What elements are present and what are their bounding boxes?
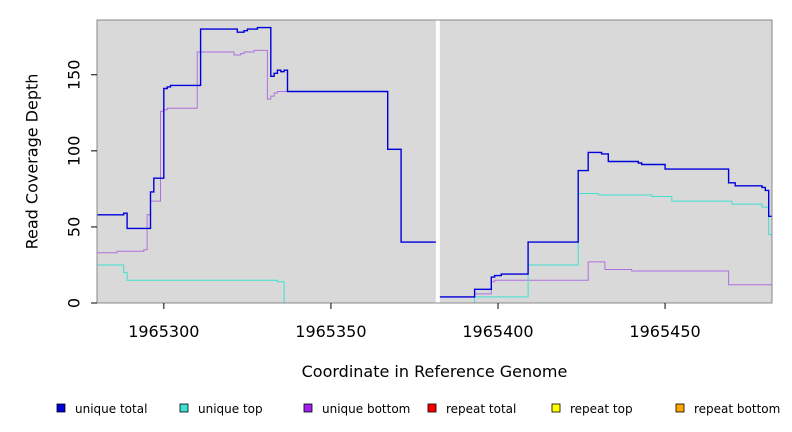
legend-item: repeat bottom: [675, 402, 780, 416]
x-tick-label: 1965300: [128, 322, 199, 341]
series-line-unique-total: [437, 151, 772, 298]
y-tick-label: 150: [65, 60, 84, 91]
legend-swatch: [551, 403, 561, 413]
series-line-unique-bottom: [97, 49, 438, 254]
x-tick-label: 1965350: [295, 322, 366, 341]
y-tick-label: 50: [65, 217, 84, 237]
legend-swatch: [303, 403, 313, 413]
legend-label: repeat bottom: [694, 402, 780, 416]
x-tick-label: 1965450: [629, 322, 700, 341]
legend-item: repeat top: [551, 402, 633, 416]
legend: unique total unique top unique bottom repea…: [56, 402, 780, 416]
y-tick-label: 0: [65, 298, 84, 308]
legend-swatch: [427, 403, 437, 413]
legend-item: unique total: [56, 402, 147, 416]
x-axis-title: Coordinate in Reference Genome: [302, 362, 568, 381]
series-line-unique-top: [97, 264, 438, 304]
plot-frame: [96, 19, 773, 304]
y-tick-label: 100: [65, 136, 84, 167]
legend-label: unique bottom: [322, 402, 410, 416]
series-line-unique-total: [97, 26, 439, 303]
x-axis: 1965300 1965350 1965400 1965450: [128, 303, 701, 341]
plot-background: [97, 20, 772, 303]
legend-swatch: [675, 403, 685, 413]
legend-swatch: [56, 403, 66, 413]
legend-label: unique total: [75, 402, 147, 416]
y-axis-title: Read Coverage Depth: [23, 74, 42, 250]
legend-label: unique top: [198, 402, 263, 416]
legend-label: repeat total: [446, 402, 516, 416]
legend-item: unique top: [179, 402, 263, 416]
legend-label: repeat top: [570, 402, 633, 416]
x-tick-label: 1965400: [462, 322, 533, 341]
series-line-unique-bottom: [437, 261, 772, 298]
legend-swatch: [179, 403, 189, 413]
legend-item: unique bottom: [303, 402, 410, 416]
series-line-unique-top: [437, 193, 772, 304]
legend-item: repeat total: [427, 402, 516, 416]
y-axis: 0 50 100 150: [65, 60, 97, 308]
gap-marker: [435, 20, 440, 303]
